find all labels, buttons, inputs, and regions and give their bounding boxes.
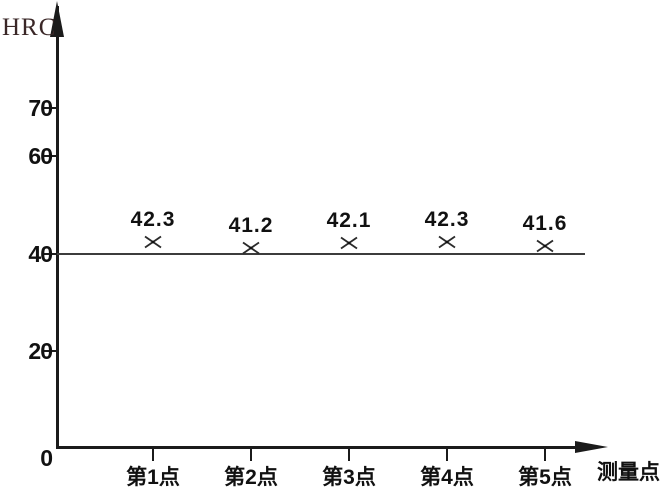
x-category-label: 第2点 [224, 466, 278, 489]
data-point-x-marker [534, 238, 556, 254]
y-axis-title: HRC [2, 14, 57, 41]
y-tick-mark [43, 349, 57, 352]
x-tick-mark [446, 448, 448, 461]
data-point-x-marker [338, 235, 360, 251]
x-tick-mark [544, 448, 546, 461]
y-tick-mark [43, 252, 57, 255]
y-tick-label: 0 [40, 445, 53, 471]
x-axis-arrow-icon [575, 441, 608, 453]
y-axis-arrow-icon [50, 1, 64, 37]
data-point-value-label: 42.1 [326, 209, 372, 233]
x-category-label: 第5点 [518, 466, 572, 489]
x-tick-mark [348, 448, 350, 461]
data-point-x-marker [240, 240, 262, 256]
x-tick-mark [250, 448, 252, 461]
data-point-x-marker [436, 234, 458, 250]
y-tick-mark [43, 106, 57, 109]
y-tick-label: 40 [28, 240, 53, 267]
data-point-x-marker [142, 234, 164, 250]
x-category-label: 第3点 [322, 466, 376, 489]
reference-line-40 [57, 252, 585, 255]
y-axis-line [56, 6, 59, 448]
y-tick-label: 60 [28, 143, 53, 170]
data-point-value-label: 42.3 [424, 208, 470, 232]
data-point-value-label: 41.2 [228, 213, 274, 237]
x-axis-line [56, 446, 576, 449]
x-axis-title: 测量点 [597, 461, 660, 484]
y-tick-mark [43, 155, 57, 158]
x-category-label: 第4点 [420, 466, 474, 489]
data-point-value-label: 42.3 [130, 208, 176, 232]
x-tick-mark [152, 448, 154, 461]
y-tick-label: 70 [28, 94, 53, 121]
y-tick-label: 20 [28, 337, 53, 364]
data-point-value-label: 41.6 [522, 211, 568, 235]
x-category-label: 第1点 [126, 466, 180, 489]
